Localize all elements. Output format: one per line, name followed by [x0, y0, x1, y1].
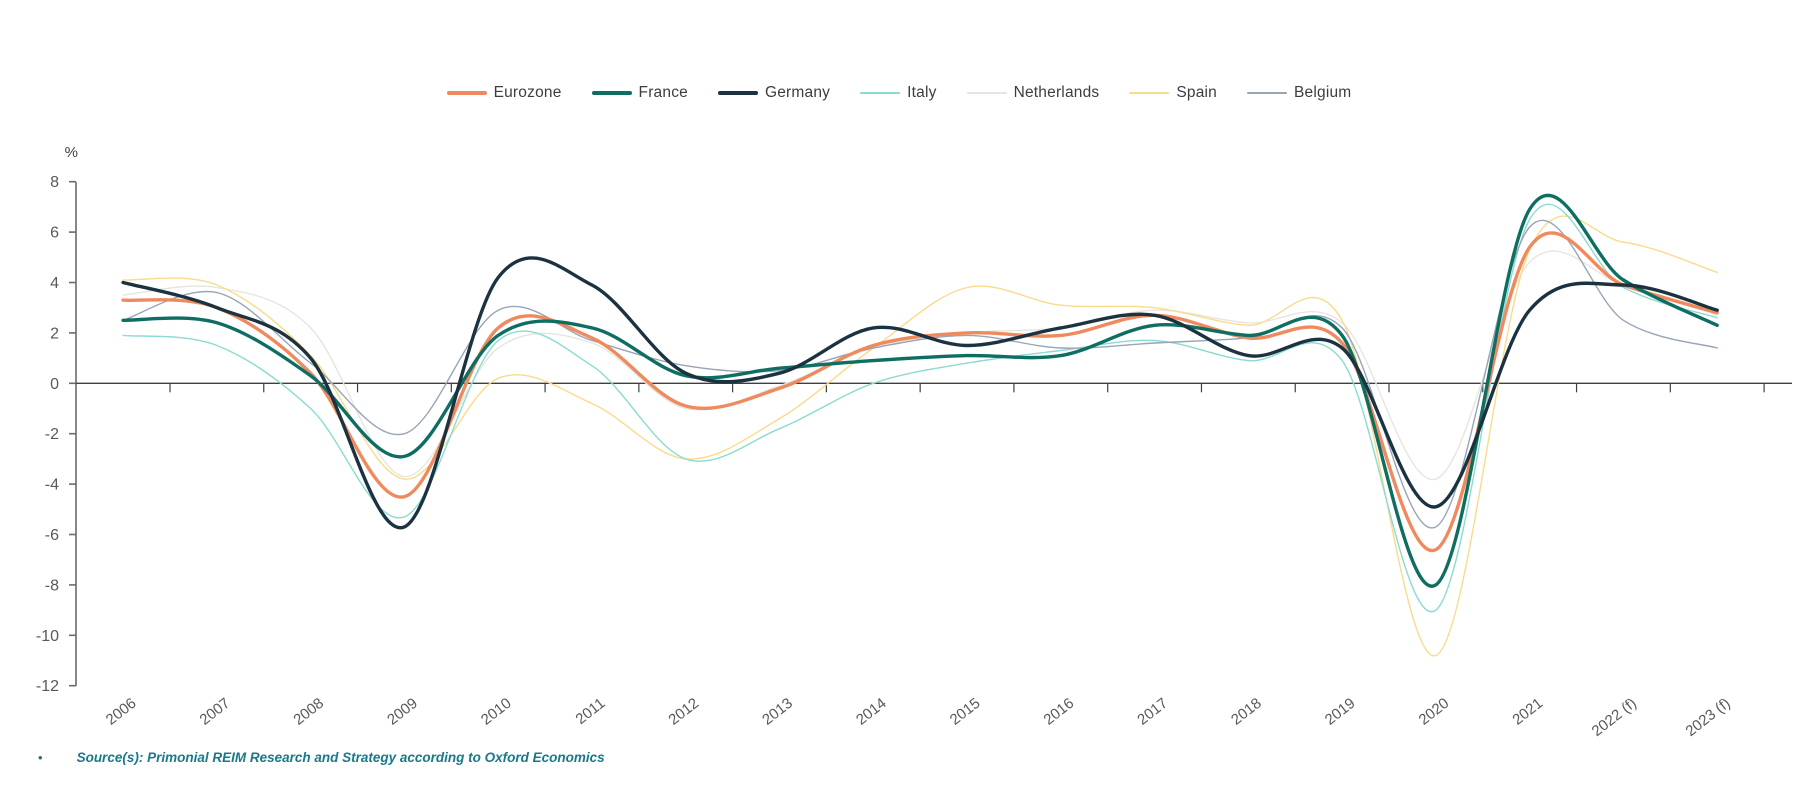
legend-item-spain: Spain	[1129, 84, 1217, 102]
x-tick-label-2011: 2011	[573, 695, 609, 728]
series-line-italy	[122, 203, 1718, 613]
series-line-eurozone	[121, 231, 1719, 553]
series-line-spain	[122, 215, 1718, 657]
x-tick-label-2009: 2009	[384, 695, 421, 729]
source-note: • Source(s): Primonial REIM Research and…	[38, 750, 605, 766]
x-tick-label-2013: 2013	[759, 695, 796, 729]
y-tick-label: 6	[50, 225, 59, 242]
y-tick-label: -12	[36, 678, 59, 695]
x-tick-label-2006: 2006	[103, 695, 140, 729]
legend-item-netherlands: Netherlands	[966, 84, 1100, 102]
legend-swatch-netherlands	[966, 92, 1007, 94]
x-tick-label-2017: 2017	[1134, 695, 1171, 729]
series-line-netherlands	[122, 250, 1718, 480]
legend-swatch-belgium	[1247, 92, 1288, 94]
x-tick-label-2016: 2016	[1040, 695, 1077, 729]
series-line-germany	[121, 256, 1719, 530]
legend-label: France	[638, 84, 688, 101]
x-tick-label-2023 (f): 2023 (f)	[1682, 695, 1733, 740]
y-tick-label: 4	[50, 275, 59, 292]
y-tick-label: -8	[45, 577, 59, 594]
series-line-belgium	[122, 219, 1718, 529]
x-tick-label-2007: 2007	[197, 695, 234, 729]
source-bullet-icon: •	[38, 750, 43, 765]
x-tick-label-2020: 2020	[1416, 695, 1453, 729]
legend-item-belgium: Belgium	[1247, 84, 1351, 102]
y-tick-label: -6	[45, 527, 59, 544]
legend-swatch-france	[591, 91, 632, 95]
legend-label: Eurozone	[493, 84, 562, 101]
legend-label: Italy	[907, 84, 937, 101]
legend-label: Spain	[1176, 84, 1218, 101]
legend-item-italy: Italy	[860, 84, 936, 102]
x-tick-label-2019: 2019	[1322, 695, 1359, 729]
legend-swatch-italy	[860, 92, 901, 94]
legend-item-france: France	[591, 84, 688, 102]
x-tick-label-2018: 2018	[1228, 695, 1265, 729]
source-text: Source(s): Primonial REIM Research and S…	[76, 750, 605, 765]
y-axis-unit-label: %	[65, 144, 78, 161]
legend-swatch-spain	[1129, 92, 1170, 94]
legend-label: Belgium	[1294, 84, 1352, 101]
chart-legend: Eurozone France Germany Italy Netherlands Spa…	[0, 84, 1798, 102]
y-tick-label: -10	[36, 628, 59, 645]
y-tick-label: 2	[50, 325, 59, 342]
legend-item-germany: Germany	[717, 84, 831, 102]
y-tick-label: -4	[45, 477, 59, 494]
x-tick-label-2014: 2014	[853, 695, 890, 729]
legend-label: Germany	[764, 84, 831, 101]
x-tick-label-2008: 2008	[290, 695, 327, 729]
legend-swatch-germany	[717, 91, 758, 95]
x-tick-label-2010: 2010	[478, 695, 515, 729]
y-tick-label: -2	[45, 426, 59, 443]
x-tick-label-2015: 2015	[947, 695, 984, 729]
x-tick-label-2012: 2012	[665, 695, 702, 729]
y-tick-label: 8	[50, 174, 59, 191]
legend-item-eurozone: Eurozone	[446, 84, 562, 102]
legend-swatch-eurozone	[446, 91, 487, 95]
x-tick-label-2022 (f): 2022 (f)	[1589, 695, 1640, 740]
y-tick-label: 0	[50, 376, 59, 393]
legend-label: Netherlands	[1013, 84, 1100, 101]
series-line-france	[121, 193, 1719, 588]
x-tick-label-2021: 2021	[1509, 695, 1546, 729]
